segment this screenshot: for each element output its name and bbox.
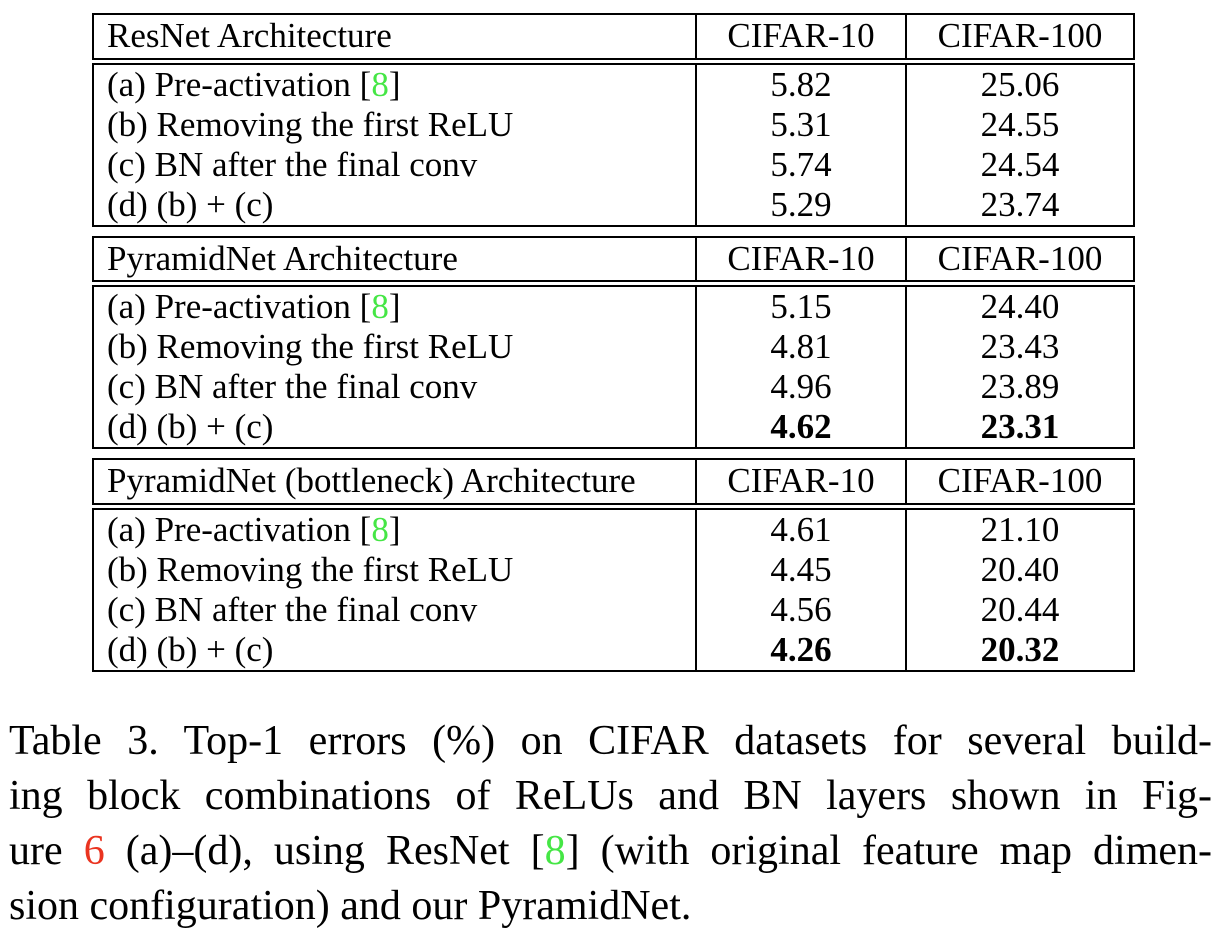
row-label-text: (a) Pre-activation [ bbox=[107, 64, 372, 104]
cifar100-value: 24.55 bbox=[905, 104, 1134, 145]
cifar10-header: CIFAR-10 bbox=[695, 236, 906, 287]
cifar10-value: 4.81 bbox=[695, 327, 906, 367]
caption-text: ure bbox=[9, 827, 84, 874]
row-label: (a) Pre-activation [8] bbox=[93, 506, 696, 550]
table-row: (a) Pre-activation [8] 4.61 21.10 bbox=[93, 506, 1134, 550]
row-label: (d) (b) + (c) bbox=[107, 407, 274, 446]
citation-link[interactable]: 8 bbox=[371, 509, 389, 549]
architecture-header: PyramidNet Architecture bbox=[93, 236, 696, 287]
cifar100-value: 23.89 bbox=[905, 367, 1134, 407]
cifar10-value: 5.29 bbox=[695, 184, 906, 226]
caption-text: (a)–(d), using ResNet [ bbox=[104, 827, 545, 874]
row-label: (b) Removing the first ReLU bbox=[107, 104, 514, 144]
table-row: (a) Pre-activation [8] 5.82 25.06 bbox=[93, 61, 1134, 105]
cifar10-value: 5.74 bbox=[695, 144, 906, 185]
cifar100-value: 24.54 bbox=[905, 144, 1134, 185]
cifar10-value: 5.31 bbox=[695, 104, 906, 145]
row-label-text: (a) Pre-activation [ bbox=[107, 287, 372, 326]
cifar100-value: 23.74 bbox=[905, 184, 1134, 226]
cifar100-value: 23.43 bbox=[905, 327, 1134, 367]
citation-link[interactable]: 8 bbox=[371, 64, 389, 104]
row-label-close: ] bbox=[388, 287, 401, 326]
row-label: (c) BN after the final conv bbox=[107, 589, 478, 629]
pyramidnet-bottleneck-table: PyramidNet (bottleneck) Architecture CIF… bbox=[92, 458, 1135, 672]
citation-link[interactable]: 8 bbox=[544, 827, 566, 874]
table-row: (d) (b) + (c) 4.62 23.31 bbox=[93, 407, 1134, 448]
cifar100-value-best: 20.32 bbox=[905, 629, 1134, 671]
table-header-row: ResNet Architecture CIFAR-10 CIFAR-100 bbox=[93, 14, 1134, 65]
caption-line-3: ure 6 (a)–(d), using ResNet [8] (with or… bbox=[9, 824, 1212, 879]
figure-ref-link[interactable]: 6 bbox=[83, 827, 105, 874]
table-row: (c) BN after the final conv 5.74 24.54 bbox=[93, 144, 1134, 185]
cifar100-value: 24.40 bbox=[905, 283, 1134, 327]
table-row: (b) Removing the first ReLU 4.45 20.40 bbox=[93, 549, 1134, 590]
row-label: (d) (b) + (c) bbox=[107, 629, 274, 669]
cifar10-value: 5.82 bbox=[695, 61, 906, 105]
cifar100-header: CIFAR-100 bbox=[905, 236, 1134, 287]
table-caption: Table 3. Top-1 errors (%) on CIFAR datas… bbox=[9, 714, 1212, 928]
table-row: (d) (b) + (c) 5.29 23.74 bbox=[93, 184, 1134, 226]
table-row: (c) BN after the final conv 4.96 23.89 bbox=[93, 367, 1134, 407]
architecture-header: PyramidNet (bottleneck) Architecture bbox=[93, 459, 696, 510]
caption-text: ] (with original feature map dimen- bbox=[565, 827, 1212, 874]
table-row: (b) Removing the first ReLU 4.81 23.43 bbox=[93, 327, 1134, 367]
cifar10-value: 4.61 bbox=[695, 506, 906, 550]
row-label-text: (a) Pre-activation [ bbox=[107, 509, 372, 549]
row-label: (c) BN after the final conv bbox=[107, 367, 478, 406]
citation-link[interactable]: 8 bbox=[371, 287, 389, 326]
caption-line-4: sion configuration) and our PyramidNet. bbox=[9, 882, 692, 928]
cifar10-header: CIFAR-10 bbox=[695, 14, 906, 65]
row-label: (b) Removing the first ReLU bbox=[107, 327, 514, 366]
caption-line-1: Table 3. Top-1 errors (%) on CIFAR datas… bbox=[9, 717, 1212, 764]
pyramidnet-table: PyramidNet Architecture CIFAR-10 CIFAR-1… bbox=[92, 235, 1135, 449]
cifar100-value: 25.06 bbox=[905, 61, 1134, 105]
row-label: (d) (b) + (c) bbox=[107, 184, 274, 224]
row-label: (c) BN after the final conv bbox=[107, 144, 478, 184]
table-row: (c) BN after the final conv 4.56 20.44 bbox=[93, 589, 1134, 630]
cifar100-value-best: 23.31 bbox=[905, 407, 1134, 448]
cifar10-value-best: 4.62 bbox=[695, 407, 906, 448]
cifar100-header: CIFAR-100 bbox=[905, 459, 1134, 510]
table-row: (d) (b) + (c) 4.26 20.32 bbox=[93, 629, 1134, 671]
row-label: (a) Pre-activation [8] bbox=[93, 61, 696, 105]
cifar10-value: 4.96 bbox=[695, 367, 906, 407]
results-tables: ResNet Architecture CIFAR-10 CIFAR-100 (… bbox=[92, 13, 1135, 672]
row-label-close: ] bbox=[388, 64, 401, 104]
cifar10-header: CIFAR-10 bbox=[695, 459, 906, 510]
cifar100-value: 20.40 bbox=[905, 549, 1134, 590]
caption-line-2: ing block combinations of ReLUs and BN l… bbox=[9, 772, 1212, 819]
cifar100-value: 20.44 bbox=[905, 589, 1134, 630]
cifar100-header: CIFAR-100 bbox=[905, 14, 1134, 65]
architecture-header: ResNet Architecture bbox=[93, 14, 696, 65]
table-header-row: PyramidNet Architecture CIFAR-10 CIFAR-1… bbox=[93, 236, 1134, 287]
table-row: (a) Pre-activation [8] 5.15 24.40 bbox=[93, 283, 1134, 328]
cifar10-value-best: 4.26 bbox=[695, 629, 906, 671]
row-label: (a) Pre-activation [8] bbox=[93, 284, 696, 328]
table-row: (b) Removing the first ReLU 5.31 24.55 bbox=[93, 104, 1134, 145]
row-label: (b) Removing the first ReLU bbox=[107, 549, 514, 589]
cifar10-value: 5.15 bbox=[695, 283, 906, 327]
cifar10-value: 4.45 bbox=[695, 549, 906, 590]
cifar100-value: 21.10 bbox=[905, 506, 1134, 550]
resnet-table: ResNet Architecture CIFAR-10 CIFAR-100 (… bbox=[92, 13, 1135, 227]
table-header-row: PyramidNet (bottleneck) Architecture CIF… bbox=[93, 459, 1134, 510]
cifar10-value: 4.56 bbox=[695, 589, 906, 630]
row-label-close: ] bbox=[388, 509, 401, 549]
